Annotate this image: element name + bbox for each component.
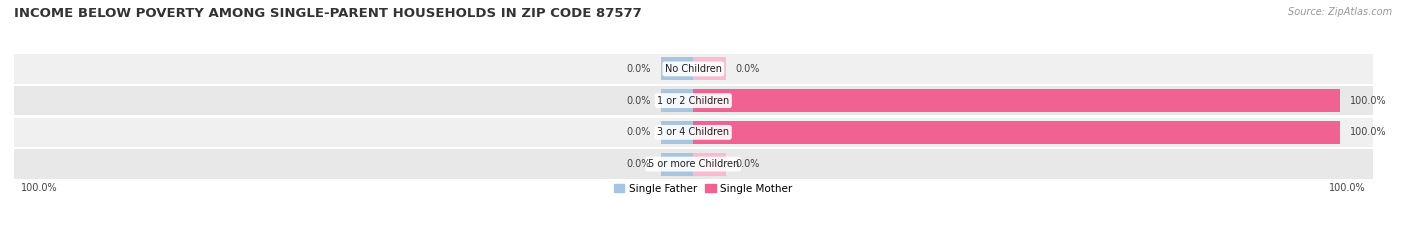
Bar	[693, 153, 725, 175]
Text: No Children: No Children	[665, 64, 721, 74]
Text: 100.0%: 100.0%	[1330, 183, 1367, 193]
Bar	[14, 86, 1372, 115]
Text: INCOME BELOW POVERTY AMONG SINGLE-PARENT HOUSEHOLDS IN ZIP CODE 87577: INCOME BELOW POVERTY AMONG SINGLE-PARENT…	[14, 7, 641, 20]
Bar	[14, 118, 1372, 147]
Text: 100.0%: 100.0%	[21, 183, 58, 193]
Text: 0.0%: 0.0%	[735, 159, 759, 169]
Bar	[661, 153, 693, 175]
Bar	[693, 58, 725, 80]
Text: 0.0%: 0.0%	[735, 64, 759, 74]
Text: 100.0%: 100.0%	[1350, 96, 1386, 106]
Bar	[661, 121, 693, 144]
Text: 3 or 4 Children: 3 or 4 Children	[657, 127, 730, 137]
Text: 0.0%: 0.0%	[627, 96, 651, 106]
Bar	[14, 150, 1372, 179]
Text: 0.0%: 0.0%	[627, 64, 651, 74]
Bar	[661, 89, 693, 112]
Bar	[693, 121, 1340, 144]
Text: 0.0%: 0.0%	[627, 127, 651, 137]
Legend: Single Father, Single Mother: Single Father, Single Mother	[610, 179, 796, 198]
Text: 100.0%: 100.0%	[1350, 127, 1386, 137]
Text: 0.0%: 0.0%	[627, 159, 651, 169]
Bar	[14, 54, 1372, 83]
Bar	[693, 89, 1340, 112]
Text: Source: ZipAtlas.com: Source: ZipAtlas.com	[1288, 7, 1392, 17]
Bar	[661, 58, 693, 80]
Text: 1 or 2 Children: 1 or 2 Children	[657, 96, 730, 106]
Text: 5 or more Children: 5 or more Children	[648, 159, 740, 169]
